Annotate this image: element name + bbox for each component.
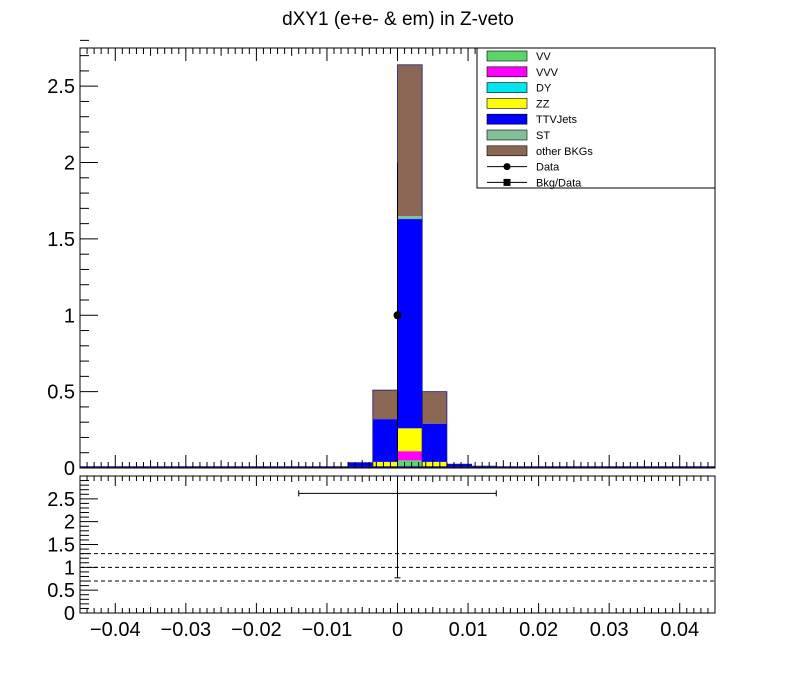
main-y-tick-labels: 0 0.5 1 1.5 2 2.5	[47, 76, 75, 480]
ratio-panel: 00.511.522.5 −0.04 −0.03 −0.02 −0.01 0 0.01 0.…	[47, 475, 716, 641]
legend-swatch-st	[486, 129, 528, 141]
legend-swatch-dy	[486, 82, 528, 93]
bar-other-bkgs-bin-3	[397, 64, 423, 216]
legend-label-vvv: VVV	[536, 67, 559, 79]
bar-other-bkgs-bin-2	[372, 390, 398, 420]
data-point-0	[393, 311, 402, 320]
bar-ttvjets-bin-5	[446, 464, 472, 468]
y-tick-label: 0	[64, 458, 75, 480]
bar-ttvjets-bin-4	[422, 423, 447, 462]
ratio-y-tick-label: 1	[64, 557, 75, 579]
y-tick-label: 2.5	[47, 76, 75, 98]
y-tick-label: 1	[64, 305, 75, 327]
bar-zz-bin-2	[372, 461, 398, 468]
bar-ttvjets-bin-2	[372, 419, 398, 462]
bar-vv-bin-3	[397, 460, 423, 468]
bar-zz-bin-3	[397, 428, 423, 452]
ratio-axis-ticks	[79, 475, 716, 614]
ratio-y-tick-label: 2	[64, 512, 75, 534]
chart-title: dXY1 (e+e- & em) in Z-veto	[282, 9, 514, 30]
legend-label-other-bkgs: other BKGs	[536, 146, 593, 158]
stacked-bars	[80, 64, 715, 469]
x-tick-label: −0.02	[231, 619, 282, 641]
ratio-y-tick-labels: 00.511.522.5	[47, 489, 75, 625]
x-tick-label: 0	[392, 619, 403, 641]
bar-other-bkgs-bin-4	[422, 391, 447, 424]
y-tick-label: 2	[64, 153, 75, 175]
legend-swatch-ttvjets	[486, 113, 528, 125]
bar-vvv-bin-3	[397, 451, 423, 461]
bar-ttvjets-bin-3	[397, 219, 423, 429]
y-tick-label: 1.5	[47, 229, 75, 251]
ratio-y-tick-label: 0	[64, 603, 75, 625]
legend-swatch-vvv	[486, 66, 528, 78]
x-tick-label: 0.02	[519, 619, 558, 641]
x-tick-label: 0.03	[590, 619, 629, 641]
ratio-y-tick-label: 1.5	[47, 535, 75, 557]
legend-marker-data	[503, 163, 511, 171]
x-tick-label: −0.04	[90, 619, 141, 641]
x-tick-label: 0.04	[660, 619, 699, 641]
bar-st-bin-3	[397, 216, 423, 220]
legend-swatch-vv	[486, 50, 528, 62]
legend-label-dy: DY	[536, 83, 552, 95]
legend-label-zz: ZZ	[536, 98, 550, 110]
legend-swatch-zz	[486, 98, 528, 109]
legend-label-ttvjets: TTVJets	[536, 114, 577, 126]
x-tick-labels: −0.04 −0.03 −0.02 −0.01 0 0.01 0.02 0.03 0.04	[90, 619, 699, 641]
bar-zz-bin-4	[422, 461, 447, 468]
data-points	[393, 162, 402, 468]
x-tick-label: −0.01	[302, 619, 353, 641]
ratio-y-tick-label: 2.5	[47, 489, 75, 511]
main-panel: 0 0.5 1 1.5 2 2.5	[47, 39, 716, 480]
legend-label-data: Data	[536, 162, 560, 174]
y-tick-label: 0.5	[47, 382, 75, 404]
ratio-points	[298, 476, 497, 579]
legend-marker-bkg-data	[503, 178, 511, 186]
legend-label-vv: VV	[536, 51, 551, 63]
x-tick-label: −0.03	[161, 619, 212, 641]
legend-label-bkg-data: Bkg/Data	[536, 177, 582, 189]
ratio-y-tick-label: 0.5	[47, 580, 75, 602]
bar-ttvjets-bin-1	[348, 462, 373, 468]
x-tick-label: 0.01	[449, 619, 488, 641]
legend-label-st: ST	[536, 130, 550, 142]
legend-swatch-other-bkgs	[486, 145, 528, 157]
